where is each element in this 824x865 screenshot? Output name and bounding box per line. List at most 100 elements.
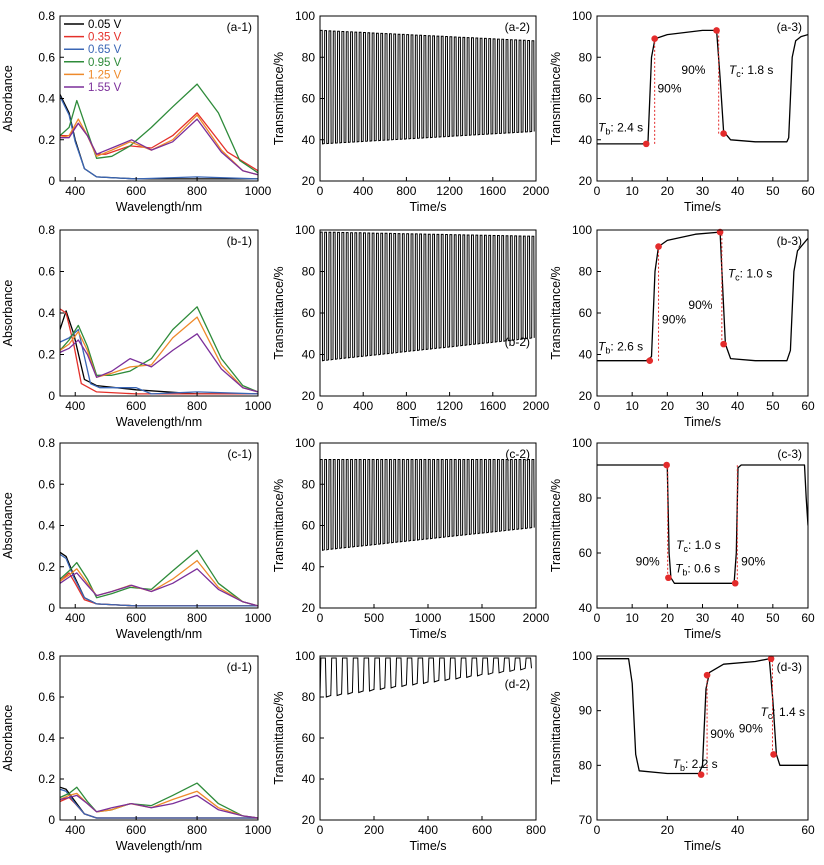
y-tick-label-c-3-1: 60	[579, 546, 593, 560]
x-axis-label-c-1: Wavelength/nm	[116, 627, 202, 641]
x-tick-label-c-3-0: 0	[594, 611, 601, 625]
annotation-b-3-1: Tb: 2.6 s	[598, 339, 643, 355]
y-tick-label-a-2-4: 100	[295, 9, 315, 23]
x-tick-label-c-1-0: 400	[65, 611, 85, 625]
x-axis-label-b-2: Time/s	[409, 415, 446, 429]
x-tick-label-b-2-3: 1200	[436, 399, 463, 413]
panel-a-3: 0 10 20 30 40 50 60 20 40 60 80 100 Time/s Transmitta…	[549, 9, 815, 214]
x-tick-label-a-2-5: 2000	[523, 184, 550, 198]
panel-tag-c-3: (c-3)	[777, 447, 802, 461]
y-tick-label-c-1-2: 0.4	[38, 519, 55, 533]
y-tick-label-d-3-1: 80	[579, 758, 593, 772]
panel-c-1: 400 600 800 1000 0 0.2 0.4 0.6 0.8 Wavelength/nm A…	[1, 436, 272, 641]
y-tick-label-a-3-2: 60	[579, 92, 593, 106]
plot-area-b-2	[320, 231, 535, 362]
y-tick-label-c-1-1: 0.2	[38, 560, 55, 574]
x-tick-label-c-3-2: 20	[661, 611, 675, 625]
annotation-b-3-2: 90%	[662, 312, 686, 326]
annotation-d-3-3: 90%	[739, 722, 763, 736]
x-tick-label-a-2-1: 400	[353, 184, 373, 198]
y-tick-label-d-3-0: 70	[579, 813, 593, 827]
y-tick-label-d-1-0: 0	[48, 813, 55, 827]
annotation-c-3-1: Tc: 1.0 s	[676, 538, 721, 554]
x-axis-label-a-3: Time/s	[684, 200, 721, 214]
plot-area-a-2	[320, 29, 535, 145]
annotation-a-3-3: 90%	[681, 63, 705, 77]
y-tick-label-d-3-2: 90	[579, 704, 593, 718]
panel-tag-d-1: (d-1)	[227, 660, 252, 674]
x-tick-label-a-1-1: 600	[126, 184, 146, 198]
x-tick-label-b-2-4: 1600	[479, 399, 506, 413]
annotation-c-3-4: 90%	[741, 554, 765, 568]
y-axis-label-d-2: Transmittance/%	[272, 691, 286, 784]
y-axis-label-d-1: Absorbance	[1, 705, 15, 772]
y-tick-label-b-3-0: 20	[579, 389, 593, 403]
x-tick-label-b-2-1: 400	[353, 399, 373, 413]
x-tick-label-a-3-2: 20	[661, 184, 675, 198]
series-line-a-3-1	[597, 29, 808, 145]
panel-c-2: 0 500 1000 1500 2000 20 40 60 80 100 Time/s Transmi…	[272, 436, 550, 641]
x-tick-label-a-2-3: 1200	[436, 184, 463, 198]
plot-area-a-3	[597, 29, 808, 145]
x-tick-label-b-2-0: 0	[317, 399, 324, 413]
series-line-d-1-2	[60, 796, 258, 819]
x-tick-label-a-2-4: 1600	[479, 184, 506, 198]
y-axis-label-d-3: Transmittance/%	[549, 691, 563, 784]
x-tick-label-b-3-5: 50	[766, 399, 780, 413]
y-tick-label-d-2-2: 60	[302, 731, 316, 745]
annotation-a-3-1: Tb: 2.4 s	[598, 121, 643, 137]
data-marker-b-3-1	[646, 357, 654, 365]
series-line-d-3-1	[597, 658, 808, 775]
annotation-b-3-4: Tc: 1.0 s	[728, 267, 773, 283]
legend: 0.05 V0.35 V0.65 V0.95 V1.25 V1.55 V	[64, 19, 122, 94]
panel-b-1: 400 600 800 1000 0 0.2 0.4 0.6 0.8 Wavelength/nm A…	[1, 223, 272, 429]
x-tick-label-d-3-0: 0	[594, 823, 601, 837]
x-tick-label-b-1-3: 1000	[245, 399, 272, 413]
y-tick-label-a-1-0: 0	[48, 174, 55, 188]
y-tick-label-d-1-2: 0.4	[38, 731, 55, 745]
y-tick-label-b-2-3: 80	[302, 265, 316, 279]
series-line-d-1-3	[60, 788, 258, 819]
x-tick-label-b-3-6: 60	[801, 399, 815, 413]
y-tick-label-a-1-4: 0.8	[38, 9, 55, 23]
x-tick-label-d-2-1: 200	[364, 823, 384, 837]
panel-b-3: 0 10 20 30 40 50 60 20 40 60 80 100 Time/s Transmitta…	[549, 223, 815, 429]
y-tick-label-c-1-4: 0.8	[38, 436, 55, 450]
panel-tag-d-3: (d-3)	[777, 660, 802, 674]
panel-d-3: 0 20 40 60 70 80 90 100 Time/s Transmittance/% (d-…	[549, 649, 815, 853]
x-tick-label-b-3-2: 20	[661, 399, 675, 413]
data-marker-c-3-3	[731, 579, 739, 587]
panel-d-1: 400 600 800 1000 0 0.2 0.4 0.6 0.8 Wavelength/nm A…	[1, 649, 272, 853]
series-line-c-1-1	[60, 551, 258, 607]
x-axis-label-a-1: Wavelength/nm	[116, 200, 202, 214]
annotation-d-3-2: 90%	[710, 727, 734, 741]
series-line-b-1-4	[60, 306, 258, 393]
cycling-trace-c-2	[320, 459, 535, 551]
panel-tag-b-2: (b-2)	[505, 335, 530, 349]
data-marker-a-3-1	[642, 140, 650, 148]
series-line-c-1-4	[60, 549, 258, 607]
annotation-d-3-4: Tc: 1.4 s	[761, 705, 806, 721]
x-tick-label-c-1-1: 600	[126, 611, 146, 625]
y-tick-label-c-1-0: 0	[48, 601, 55, 615]
panel-tag-b-3: (b-3)	[777, 234, 802, 248]
y-axis-label-c-1: Absorbance	[1, 492, 15, 559]
x-tick-label-c-2-2: 1000	[415, 611, 442, 625]
plot-area-a-1	[60, 83, 258, 180]
y-tick-label-a-1-3: 0.6	[38, 50, 55, 64]
series-line-c-1-3	[60, 553, 258, 607]
x-axis-label-c-2: Time/s	[409, 627, 446, 641]
x-tick-label-a-2-0: 0	[317, 184, 324, 198]
plot-area-d-1	[60, 782, 258, 819]
data-marker-a-3-4	[720, 130, 727, 137]
panel-tag-d-2: (d-2)	[505, 677, 530, 691]
panel-c-3: 0 10 20 30 40 50 60 40 60 80 100 Time/s Transmittanc…	[549, 436, 815, 641]
x-tick-label-d-1-3: 1000	[245, 823, 272, 837]
y-tick-label-d-1-4: 0.8	[38, 649, 55, 663]
data-marker-d-3-3	[767, 655, 775, 663]
x-axis-label-b-3: Time/s	[684, 415, 721, 429]
y-tick-label-b-2-0: 20	[302, 389, 316, 403]
series-line-b-1-6	[60, 333, 258, 393]
y-tick-label-b-3-1: 40	[579, 348, 593, 362]
x-tick-label-d-3-1: 20	[661, 823, 675, 837]
